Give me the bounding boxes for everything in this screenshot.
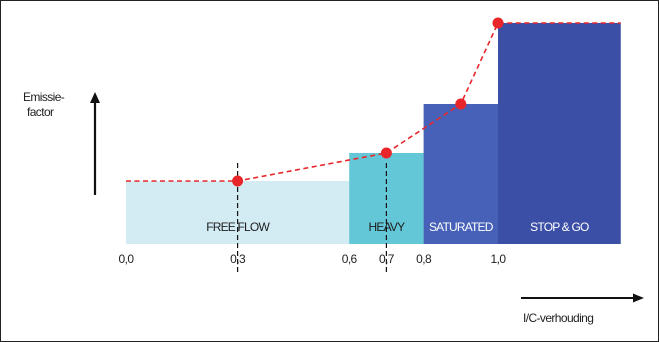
x-axis-label: I/C-verhouding [523, 311, 593, 325]
tick-label-5: 1,0 [491, 252, 507, 266]
zone-block-3 [498, 23, 621, 244]
zone-label-0: FREE FLOW [206, 220, 270, 234]
y-axis-label-line2: factor [27, 105, 54, 119]
zone-block-2 [423, 104, 498, 244]
curve-marker-1 [380, 147, 392, 159]
curve-marker-0 [232, 175, 244, 187]
curve-layer [126, 17, 621, 273]
tick-label-2: 0,6 [342, 252, 358, 266]
tick-label-4: 0,8 [416, 252, 432, 266]
x-axis-arrow [521, 293, 644, 303]
curve-marker-3 [492, 17, 504, 29]
y-axis-label-line1: Emissie- [23, 90, 65, 104]
zone-label-1: HEAVY [369, 220, 406, 234]
y-axis-arrow [90, 92, 100, 195]
zone-label-3: STOP & GO [530, 220, 589, 234]
tick-label-1: 0,3 [230, 252, 246, 266]
zones-layer: FREE FLOW HEAVY SATURATED STOP & GO [126, 23, 621, 244]
curve-marker-2 [455, 98, 467, 110]
zone-label-2: SATURATED [429, 220, 494, 234]
tick-label-0: 0,0 [119, 252, 135, 266]
ticks-layer: 0,0 0,3 0,6 0,7 0,8 1,0 [119, 252, 507, 266]
emission-curve [126, 22, 621, 182]
tick-label-3: 0,7 [379, 252, 395, 266]
